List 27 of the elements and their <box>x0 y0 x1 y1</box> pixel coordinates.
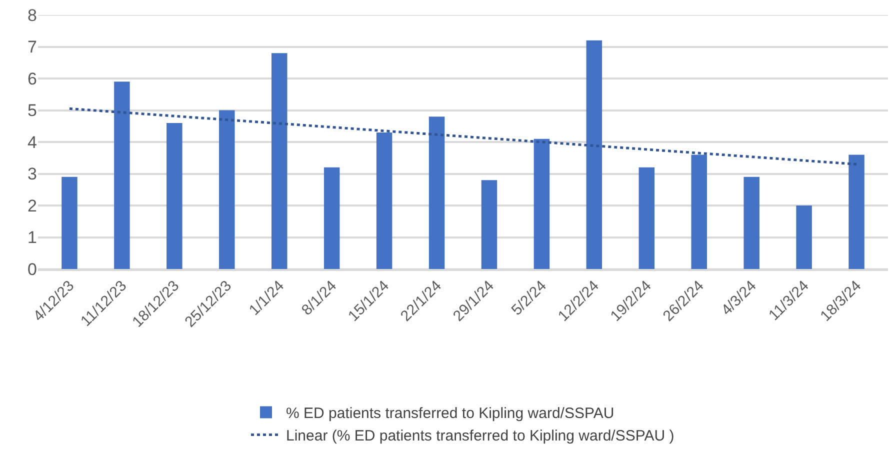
legend-label: % ED patients transferred to Kipling ward/SSPAU <box>286 405 614 422</box>
y-tick-label: 4 <box>28 132 37 152</box>
bar <box>744 176 760 269</box>
bar <box>62 176 78 269</box>
bar <box>691 154 707 269</box>
y-tick-label: 6 <box>28 69 37 88</box>
bar <box>271 53 288 269</box>
bar <box>219 110 235 269</box>
y-tick-label: 0 <box>28 260 37 279</box>
bar <box>428 116 445 269</box>
y-tick-label: 7 <box>28 38 37 57</box>
y-tick-label: 1 <box>28 228 37 248</box>
bar <box>114 82 130 269</box>
y-tick-label: 2 <box>28 196 37 216</box>
y-tick-label: 5 <box>28 101 37 120</box>
bar <box>166 122 182 269</box>
y-tick-label: 8 <box>28 6 37 25</box>
bar <box>796 206 812 269</box>
bar <box>586 40 602 269</box>
bar <box>324 167 340 269</box>
bar <box>848 154 864 269</box>
bar <box>481 180 498 269</box>
bar <box>376 132 392 269</box>
legend-label: Linear (% ED patients transferred to Kipling ward/SSPAU ) <box>286 428 674 445</box>
bar <box>534 138 550 269</box>
bar <box>638 167 655 269</box>
y-tick-label: 3 <box>28 164 37 184</box>
